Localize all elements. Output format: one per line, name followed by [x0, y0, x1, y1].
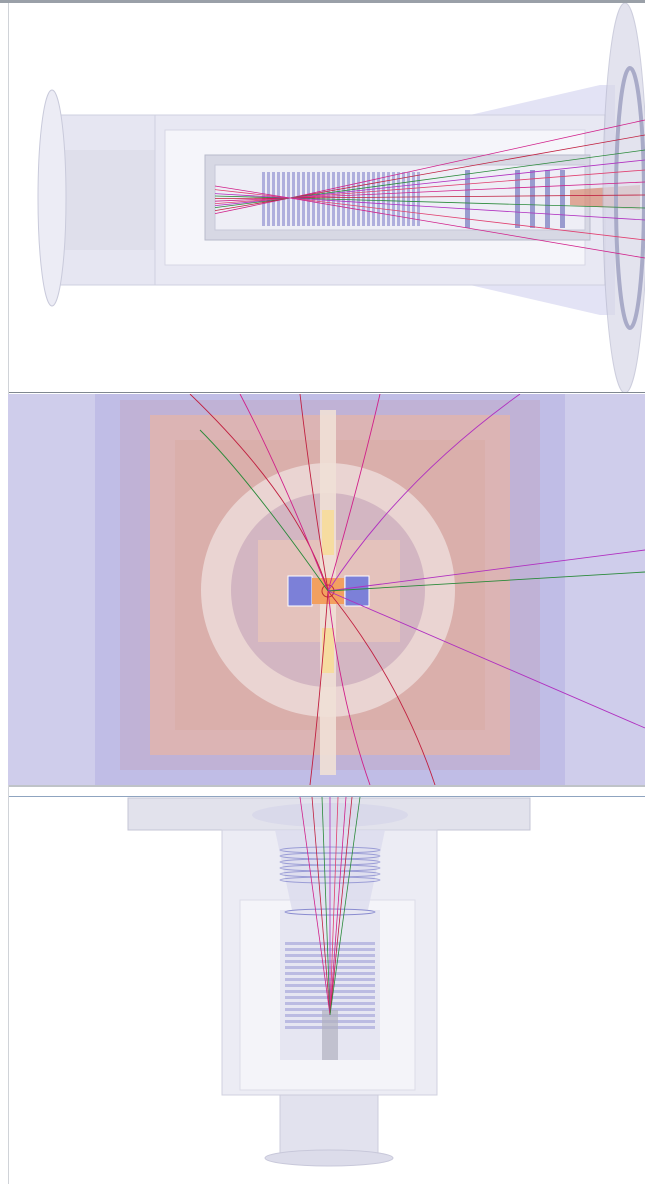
end-flange — [602, 3, 645, 392]
plane — [362, 172, 365, 226]
plane — [287, 172, 290, 226]
tracks — [299, 797, 361, 1016]
top-view — [127, 797, 531, 1167]
plane — [397, 172, 400, 226]
end-ring — [614, 66, 645, 330]
track — [189, 394, 329, 592]
track — [289, 197, 645, 259]
hot-spot — [322, 628, 334, 673]
track — [214, 189, 291, 199]
side-view — [37, 3, 645, 392]
plane — [402, 172, 405, 226]
plane — [372, 172, 375, 226]
track — [289, 181, 645, 199]
plane — [347, 172, 350, 226]
hot-spot — [322, 510, 334, 555]
track — [214, 197, 291, 202]
plane — [352, 172, 355, 226]
plane — [382, 172, 385, 226]
track — [299, 797, 331, 1016]
target — [322, 1010, 338, 1060]
track — [329, 797, 353, 1016]
track — [327, 394, 521, 592]
plane — [545, 170, 550, 228]
track — [289, 159, 645, 199]
track — [289, 197, 645, 209]
plane — [292, 172, 295, 226]
cylinder-core — [58, 150, 158, 250]
tracks — [189, 394, 645, 785]
track — [214, 197, 291, 199]
track — [321, 797, 331, 1016]
track — [289, 149, 645, 199]
track — [214, 197, 291, 214]
track — [329, 797, 361, 1016]
track — [327, 394, 381, 592]
track — [327, 590, 371, 785]
plane — [387, 172, 390, 226]
plane — [407, 172, 410, 226]
track — [329, 797, 339, 1016]
plane — [392, 172, 395, 226]
pad-right — [344, 575, 370, 607]
track — [289, 194, 645, 199]
flange — [37, 89, 67, 307]
tracks — [214, 119, 645, 259]
plane — [417, 172, 420, 226]
plane — [515, 170, 520, 228]
track — [327, 549, 645, 592]
track — [289, 119, 645, 199]
track — [327, 590, 436, 785]
track — [299, 394, 329, 592]
plane — [530, 170, 535, 228]
track — [327, 571, 645, 592]
tube-end — [264, 1149, 394, 1167]
track — [214, 197, 291, 211]
tube — [279, 1094, 379, 1158]
plane — [367, 172, 370, 226]
plane — [412, 172, 415, 226]
track — [311, 797, 331, 1016]
track — [327, 590, 645, 729]
plane — [465, 170, 470, 228]
front-view — [8, 394, 645, 785]
track — [214, 185, 291, 199]
track — [289, 134, 645, 199]
plane — [342, 172, 345, 226]
pad-left — [287, 575, 313, 607]
track — [309, 590, 329, 785]
plane — [357, 172, 360, 226]
plane — [560, 170, 565, 228]
plane — [377, 172, 380, 226]
track — [214, 193, 291, 199]
track — [329, 797, 347, 1016]
track — [289, 169, 645, 199]
track — [199, 429, 329, 592]
top-border — [0, 0, 645, 3]
track — [239, 394, 329, 592]
track — [289, 197, 645, 241]
track — [289, 197, 645, 221]
